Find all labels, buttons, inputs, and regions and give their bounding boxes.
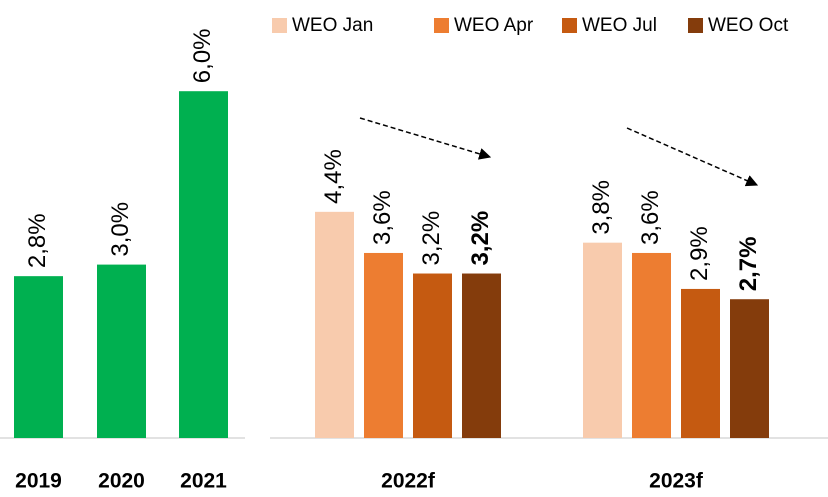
value-label: 3,8% (588, 180, 615, 235)
value-label: 2,8% (24, 213, 51, 268)
bar (730, 299, 769, 438)
bar (97, 264, 146, 438)
value-label: 3,2% (467, 211, 494, 266)
trend-arrow (359, 117, 492, 160)
bar (632, 252, 671, 438)
x-tick-label: 2023f (649, 470, 704, 493)
value-label: 6,0% (189, 28, 216, 83)
legend-label: WEO Jul (582, 15, 657, 36)
x-tick-label: 2019 (15, 470, 62, 493)
value-label: 4,4% (320, 149, 347, 204)
bar (681, 288, 720, 438)
bar (462, 273, 501, 438)
legend-label: WEO Jan (292, 15, 373, 36)
legend-swatch (434, 18, 449, 33)
value-label: 3,0% (107, 202, 134, 257)
x-tick-label: 2021 (180, 470, 227, 493)
x-tick-label: 2020 (98, 470, 145, 493)
bar (14, 276, 63, 438)
value-label: 2,7% (735, 237, 762, 292)
bar (179, 91, 228, 438)
value-label: 3,2% (418, 211, 445, 266)
value-label: 3,6% (637, 190, 664, 245)
bar (315, 211, 354, 438)
x-tick-label: 2022f (381, 470, 436, 493)
trend-arrow (626, 127, 759, 187)
legend-label: WEO Apr (454, 15, 534, 36)
legend-swatch (272, 18, 287, 33)
bar (364, 252, 403, 438)
value-label: 3,6% (369, 190, 396, 245)
bar (413, 273, 452, 438)
legend-swatch (562, 18, 577, 33)
legend-label: WEO Oct (708, 15, 789, 36)
bar (583, 242, 622, 438)
value-label: 2,9% (686, 226, 713, 281)
legend-swatch (688, 18, 703, 33)
